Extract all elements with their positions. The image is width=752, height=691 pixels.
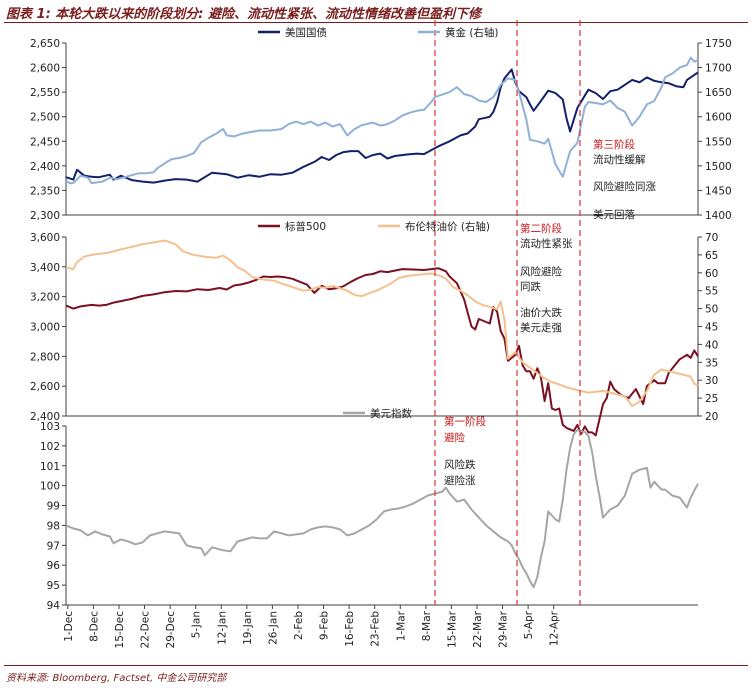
series-line-middle: [65, 267, 699, 437]
tick-label-left-bottom: 102: [40, 441, 60, 453]
stage1-title: 第一阶段: [444, 415, 486, 428]
tick-label-left-bottom: 101: [40, 461, 60, 473]
chart-canvas: 2,650 2,600 2,550 2,500 2,450 2,400 2,350 2,300…: [30, 20, 732, 648]
tick-label-left-middle: 3,600: [30, 232, 60, 244]
stage-dividers: [434, 20, 581, 605]
tick-label-left-middle: 2,400: [30, 411, 60, 423]
x-tick-label: 1-Mar: [395, 610, 407, 641]
tick-label-left-top: 2,450: [30, 136, 60, 148]
stage3-line1: 流动性缓解: [593, 153, 646, 166]
x-tick-label: 29-Mar: [498, 610, 510, 648]
x-tick-label: 22-Dec: [140, 611, 152, 649]
axis-ticks: 2,650 2,600 2,550 2,500 2,450 2,400 2,350 2,300…: [30, 38, 732, 648]
series-line-top: [65, 56, 699, 185]
x-tick-label: 8-Dec: [88, 611, 100, 642]
tick-label-left-bottom: 100: [40, 481, 60, 493]
stage-annotations: 第三阶段流动性缓解风险避险同涨美元回落第二阶段流动性紧张风险避险同跌油价大跌美元…: [444, 138, 656, 487]
stage2-line1: 流动性紧张: [520, 237, 573, 250]
x-tick-label: 23-Feb: [370, 611, 382, 647]
x-tick-label: 19-Jan: [242, 611, 254, 645]
tick-label-right-middle: 50: [705, 304, 718, 316]
x-tick-label: 2-Feb: [293, 611, 305, 640]
tick-label-left-top: 2,650: [30, 38, 60, 50]
tick-label-right-top: 1550: [705, 136, 732, 148]
legend-label: 布伦特油价 (右轴): [405, 220, 490, 233]
tick-label-left-bottom: 96: [47, 560, 61, 572]
tick-label-left-middle: 3,000: [30, 322, 60, 334]
x-tick-label: 15-Dec: [114, 611, 126, 649]
legends: 美国国债 黄金 (右轴) 标普500 布伦特油价 (右轴) 美元指数: [258, 26, 499, 420]
x-tick-label: 12-Apr: [549, 610, 561, 646]
stage1-line3: 避险涨: [444, 474, 476, 487]
tick-label-right-top: 1750: [705, 38, 732, 50]
stage1-line2: 风险跌: [444, 458, 476, 471]
legend-label: 黄金 (右轴): [445, 26, 499, 39]
tick-label-right-top: 1600: [705, 112, 732, 124]
figure-source: 资料来源: Bloomberg, Factset, 中金公司研究部: [6, 673, 227, 684]
x-tick-label: 5-Jan: [191, 611, 203, 638]
stage3-title: 第三阶段: [593, 138, 635, 151]
tick-label-left-middle: 3,200: [30, 292, 60, 304]
tick-label-right-middle: 35: [705, 357, 718, 369]
stage2-title: 第二阶段: [520, 222, 562, 235]
legend-label: 美国国债: [285, 26, 327, 39]
x-tick-label: 16-Feb: [344, 611, 356, 647]
panel-frames: [65, 43, 699, 606]
x-tick-label: 15-Mar: [446, 610, 458, 648]
tick-label-left-bottom: 98: [47, 520, 60, 532]
tick-label-left-top: 2,300: [30, 210, 60, 222]
tick-label-left-bottom: 95: [47, 580, 60, 592]
x-tick-label: 5-Apr: [523, 610, 535, 639]
tick-label-left-bottom: 103: [40, 421, 60, 433]
title-rule: [4, 22, 748, 23]
tick-label-left-middle: 3,400: [30, 262, 60, 274]
stage2-line4: 油价大跌: [520, 306, 562, 319]
tick-label-left-bottom: 94: [47, 600, 61, 612]
tick-label-right-middle: 45: [705, 322, 718, 334]
x-tick-label: 29-Dec: [165, 611, 177, 649]
tick-label-right-middle: 55: [705, 286, 718, 298]
tick-label-left-top: 2,500: [30, 112, 60, 124]
figure-title: 图表 1: 本轮大跌以来的阶段划分: 避险、流动性紧张、流动性情绪改善但盈利下修: [6, 7, 482, 22]
tick-label-right-middle: 60: [705, 268, 718, 280]
tick-label-left-bottom: 99: [47, 501, 60, 513]
tick-label-right-middle: 70: [705, 232, 718, 244]
tick-label-right-top: 1450: [705, 185, 732, 197]
series-line-middle: [65, 239, 699, 407]
tick-label-left-bottom: 97: [47, 540, 60, 552]
tick-label-right-middle: 65: [705, 250, 718, 262]
series-line-bottom: [65, 429, 699, 589]
series-lines: [65, 56, 699, 589]
tick-label-right-top: 1700: [705, 63, 732, 75]
legend-label: 标普500: [285, 220, 326, 233]
stage3-line2: 风险避险同涨: [593, 180, 656, 193]
tick-label-right-middle: 20: [705, 411, 718, 423]
x-tick-label: 8-Mar: [421, 610, 433, 641]
x-tick-label: 9-Feb: [319, 611, 331, 640]
x-tick-label: 26-Jan: [267, 611, 279, 645]
stage1-line1: 避险: [444, 431, 465, 444]
tick-label-right-top: 1650: [705, 87, 732, 99]
tick-label-left-top: 2,550: [30, 87, 60, 99]
stage2-line5: 美元走强: [520, 321, 562, 334]
x-tick-label: 1-Dec: [63, 611, 75, 642]
tick-label-left-top: 2,400: [30, 161, 60, 173]
x-tick-label: 22-Mar: [472, 610, 484, 648]
tick-label-left-top: 2,350: [30, 185, 60, 197]
stage2-line3: 同跌: [520, 280, 541, 293]
stage3-line3: 美元回落: [593, 208, 635, 221]
legend-label: 美元指数: [370, 407, 412, 420]
tick-label-right-top: 1400: [705, 210, 732, 222]
tick-label-right-middle: 30: [705, 375, 718, 387]
tick-label-right-middle: 25: [705, 393, 718, 405]
tick-label-left-middle: 2,800: [30, 351, 60, 363]
x-tick-label: 12-Jan: [216, 611, 228, 645]
tick-label-right-top: 1500: [705, 161, 732, 173]
tick-label-left-top: 2,600: [30, 63, 60, 75]
stage2-line2: 风险避险: [520, 265, 562, 278]
series-line-top: [65, 68, 699, 184]
tick-label-right-middle: 40: [705, 339, 718, 351]
source-rule: [4, 665, 748, 666]
tick-label-left-middle: 2,600: [30, 381, 60, 393]
